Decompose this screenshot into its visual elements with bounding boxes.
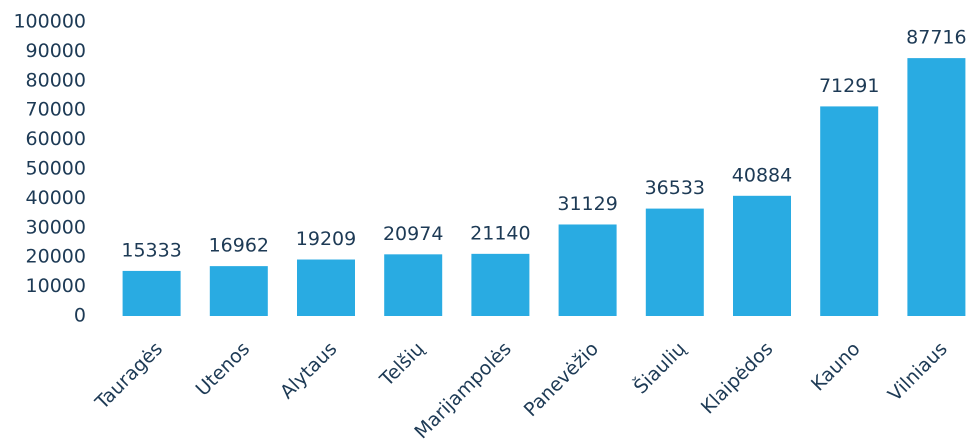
bar <box>733 195 791 316</box>
y-tick-label: 40000 <box>26 187 86 209</box>
data-label: 71291 <box>819 75 879 97</box>
data-label: 20974 <box>383 223 443 245</box>
x-tick-label: Utenos <box>192 338 255 401</box>
data-label: 40884 <box>732 164 792 186</box>
x-tick-label: Tauragės <box>90 338 167 415</box>
x-tick-label: Telšių <box>375 338 428 391</box>
x-tick-label: Klaipėdos <box>697 338 778 419</box>
y-tick-label: 100000 <box>13 11 86 33</box>
bar <box>645 208 704 316</box>
bar <box>122 270 181 316</box>
bar <box>471 253 530 316</box>
y-tick-label: 0 <box>74 305 86 327</box>
y-tick-label: 70000 <box>26 99 86 121</box>
bar <box>384 254 443 316</box>
y-tick-label: 10000 <box>26 275 86 297</box>
data-label: 21140 <box>470 222 530 244</box>
data-label: 16962 <box>209 235 269 257</box>
y-tick-label: 80000 <box>26 69 86 91</box>
data-label: 87716 <box>906 27 966 49</box>
data-label: 31129 <box>557 193 617 215</box>
x-tick-label: Šiaulių <box>628 336 690 398</box>
y-tick-label: 60000 <box>26 128 86 150</box>
bar <box>209 266 268 316</box>
bar <box>907 58 966 316</box>
data-label: 15333 <box>121 239 181 261</box>
bar <box>297 259 355 316</box>
data-label: 36533 <box>645 177 705 199</box>
y-tick-label: 50000 <box>26 158 86 180</box>
bar <box>820 106 879 317</box>
y-tick-label: 20000 <box>26 246 86 268</box>
x-tick-label: Vilniaus <box>884 338 952 406</box>
y-tick-label: 30000 <box>26 216 86 238</box>
y-tick-label: 90000 <box>26 40 86 62</box>
x-tick-label: Alytaus <box>276 338 341 403</box>
bar <box>558 224 617 316</box>
data-label: 19209 <box>296 228 356 250</box>
x-tick-label: Panevėžio <box>520 338 603 421</box>
x-tick-label: Kauno <box>807 338 865 396</box>
